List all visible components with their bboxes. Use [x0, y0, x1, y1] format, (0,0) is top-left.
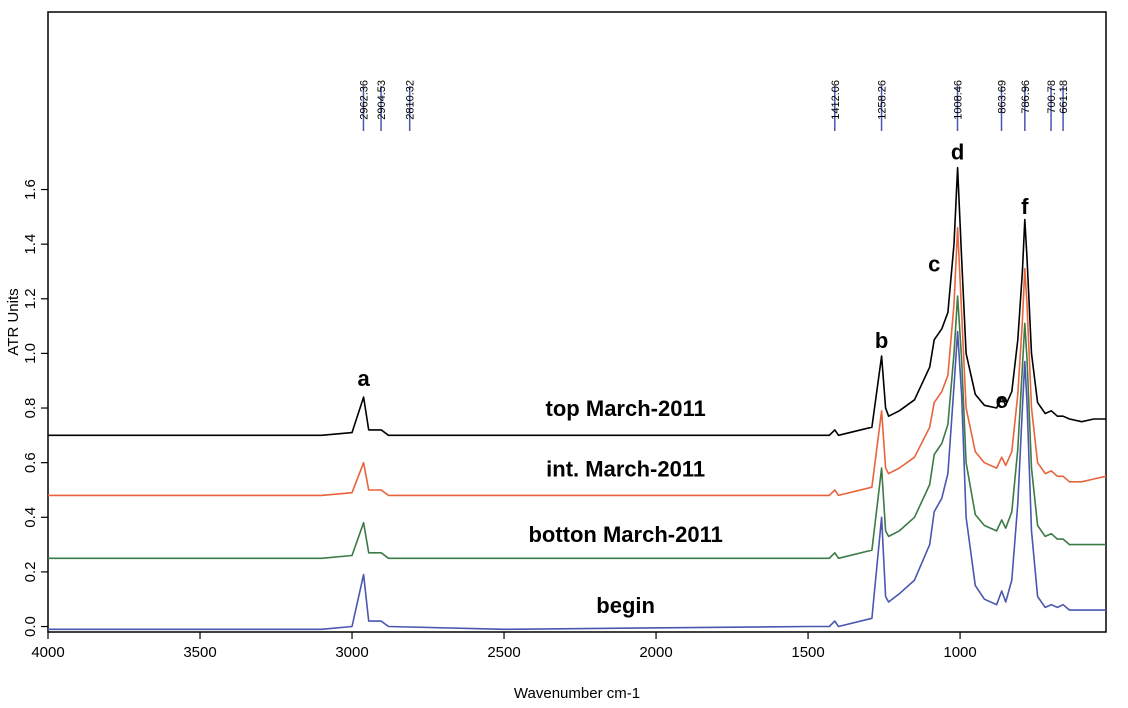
- peak-marker-label: 2962.36: [358, 80, 370, 120]
- x-tick-label: 3000: [335, 644, 368, 661]
- y-tick-label: 1.4: [22, 234, 39, 255]
- peak-letter: a: [357, 366, 370, 391]
- y-tick-label: 1.6: [22, 179, 39, 200]
- peak-marker-label: 2810.32: [405, 80, 417, 120]
- peak-letter: f: [1021, 194, 1029, 219]
- x-axis: 4000 3500 3000 2500 2000 1500 1000: [31, 632, 977, 661]
- x-tick-label: 2000: [639, 644, 672, 661]
- series-line: [48, 227, 1107, 497]
- series-line: [48, 295, 1106, 560]
- plot-frame: [47, 11, 1107, 633]
- x-tick-label: 2500: [487, 644, 520, 661]
- y-tick-label: 0.8: [22, 398, 39, 419]
- peak-marker-group: 2962.36 2904.53 2810.32 1412.06 1258.26 1008.…: [358, 80, 1070, 131]
- peak-marker-label: 1412.06: [830, 80, 842, 120]
- peak-marker-label: 786.96: [1020, 80, 1032, 114]
- y-tick-label: 1.0: [22, 343, 39, 364]
- y-tick-label: 0.6: [22, 452, 39, 473]
- series-label: botton March-2011: [528, 522, 722, 547]
- peak-marker-label: 700.78: [1046, 80, 1058, 114]
- x-tick-label: 3500: [183, 644, 216, 661]
- series-line: [48, 166, 1106, 437]
- peak-letter: b: [875, 328, 888, 353]
- y-axis: 0.0 0.2 0.4 0.6 0.8 1.0 1.2 1.4 1.6: [22, 179, 48, 637]
- series-label: int. March-2011: [546, 456, 705, 481]
- series-group: top March-2011 int. March-2011 botton Marc…: [48, 166, 1107, 631]
- peak-marker-label: 863.69: [997, 80, 1009, 114]
- peak-letter: d: [951, 139, 964, 164]
- x-tick-label: 1500: [791, 644, 824, 661]
- series-label: top March-2011: [546, 396, 706, 421]
- x-tick-label: 4000: [31, 644, 64, 661]
- y-tick-label: 0.2: [22, 561, 39, 582]
- series-line: [48, 330, 1106, 631]
- y-tick-label: 0.4: [22, 507, 39, 528]
- peak-marker-label: 1258.26: [877, 80, 889, 120]
- peak-marker-label: 661.18: [1058, 80, 1070, 114]
- x-tick-label: 1000: [943, 644, 976, 661]
- series-label: begin: [596, 593, 655, 618]
- peak-letter: e: [996, 388, 1008, 413]
- x-axis-title: Wavenumber cm-1: [514, 685, 640, 702]
- y-axis-title: ATR Units: [5, 288, 22, 355]
- peak-marker-label: 2904.53: [376, 80, 388, 120]
- peak-marker-label: 1008.46: [952, 80, 964, 120]
- peak-letter-group: a b c d e f: [357, 139, 1029, 413]
- y-tick-label: 1.2: [22, 288, 39, 309]
- peak-letter: c: [928, 251, 940, 276]
- y-tick-label: 0.0: [22, 616, 39, 637]
